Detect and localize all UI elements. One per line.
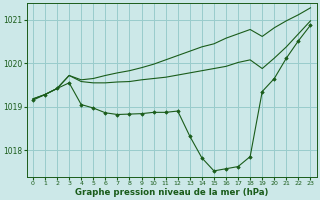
X-axis label: Graphe pression niveau de la mer (hPa): Graphe pression niveau de la mer (hPa) (75, 188, 268, 197)
